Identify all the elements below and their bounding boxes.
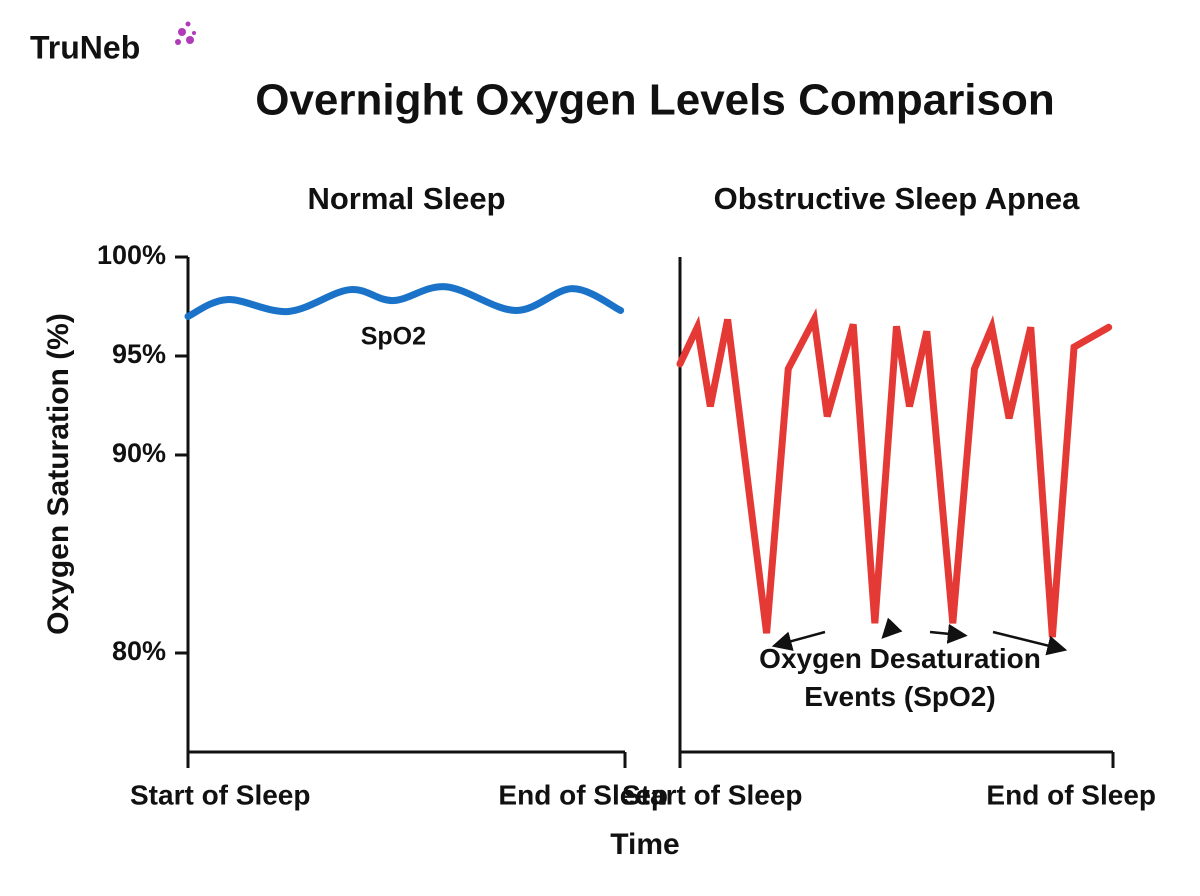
annotation-arrow bbox=[881, 617, 903, 639]
annotation-arrow bbox=[992, 630, 1068, 656]
chart-title: Overnight Oxygen Levels Comparison bbox=[255, 76, 1055, 125]
y-tick-label: 80% bbox=[112, 636, 166, 666]
x-axis-label: Time bbox=[610, 828, 679, 861]
annotation: Oxygen Desaturation Events (SpO2) bbox=[759, 643, 1041, 712]
x-tick-label: End of Sleep bbox=[498, 779, 668, 810]
annotation-arrow bbox=[929, 623, 968, 644]
subplot-title: Normal Sleep bbox=[307, 181, 505, 216]
x-tick-label: End of Sleep bbox=[986, 779, 1156, 810]
y-tick-label: 95% bbox=[112, 339, 166, 369]
series-label: SpO2 bbox=[361, 323, 426, 351]
subplot-title: Obstructive Sleep Apnea bbox=[714, 181, 1081, 216]
x-tick-label: Start of Sleep bbox=[130, 779, 310, 810]
line bbox=[184, 283, 625, 320]
annotation-arrow bbox=[771, 630, 826, 651]
line bbox=[676, 308, 1113, 638]
y-tick-label: 100% bbox=[97, 240, 166, 270]
y-axis-label: Oxygen Saturation (%) bbox=[42, 313, 75, 635]
logo: TruNeb bbox=[30, 29, 140, 65]
y-tick-label: 90% bbox=[112, 438, 166, 468]
logo-dots bbox=[175, 21, 196, 45]
x-tick-label: Start of Sleep bbox=[622, 779, 802, 810]
